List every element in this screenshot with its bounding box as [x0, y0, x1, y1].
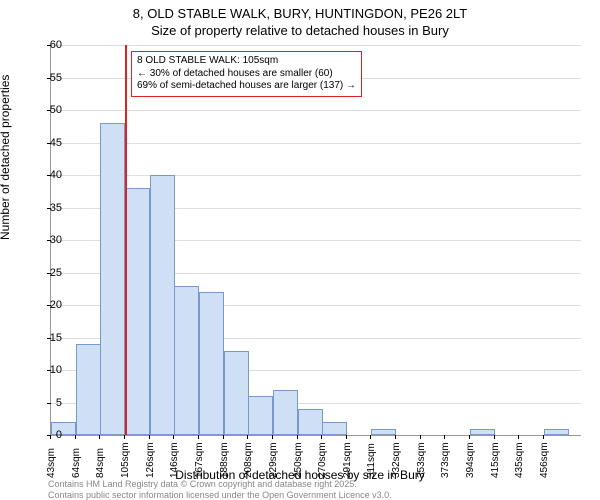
title-line-1: 8, OLD STABLE WALK, BURY, HUNTINGDON, PE… — [0, 6, 600, 21]
x-tick-label: 43sqm — [50, 410, 61, 440]
x-tick-label: 456sqm — [543, 404, 554, 440]
y-tick-label: 55 — [37, 72, 62, 84]
x-tick-label: 373sqm — [444, 404, 455, 440]
x-tick-label: 146sqm — [173, 404, 184, 440]
chart-plot-area: 8 OLD STABLE WALK: 105sqm← 30% of detach… — [50, 45, 581, 436]
x-tick-label: 311sqm — [370, 405, 381, 440]
callout-line3: 69% of semi-detached houses are larger (… — [137, 80, 356, 93]
gridline-h — [51, 45, 581, 46]
x-tick-label: 167sqm — [198, 404, 209, 440]
x-tick-label: 332sqm — [395, 404, 406, 440]
x-tick-label: 415sqm — [494, 404, 505, 440]
x-tick-label: 64sqm — [75, 410, 86, 440]
x-tick-label: 250sqm — [297, 404, 308, 440]
x-tick-label: 353sqm — [420, 404, 431, 440]
y-tick-label: 30 — [37, 234, 62, 246]
y-tick-label: 40 — [37, 169, 62, 181]
x-tick-label: 188sqm — [223, 404, 234, 440]
callout-box: 8 OLD STABLE WALK: 105sqm← 30% of detach… — [131, 51, 362, 97]
footer-attribution: Contains HM Land Registry data © Crown c… — [48, 479, 392, 500]
chart-container: 8, OLD STABLE WALK, BURY, HUNTINGDON, PE… — [0, 0, 600, 500]
histogram-bar — [150, 175, 175, 435]
footer-line-1: Contains HM Land Registry data © Crown c… — [48, 479, 392, 489]
x-tick-label: 291sqm — [346, 404, 357, 440]
callout-line2: ← 30% of detached houses are smaller (60… — [137, 68, 356, 81]
histogram-bar — [125, 188, 150, 435]
x-tick-label: 105sqm — [124, 404, 135, 440]
y-tick-label: 25 — [37, 267, 62, 279]
y-tick-label: 10 — [37, 364, 62, 376]
x-tick-label: 270sqm — [321, 404, 332, 440]
x-tick-label: 435sqm — [518, 404, 529, 440]
title-line-2: Size of property relative to detached ho… — [0, 23, 600, 38]
x-tick-label: 84sqm — [99, 410, 110, 440]
x-tick-label: 126sqm — [149, 404, 160, 440]
gridline-h — [51, 175, 581, 176]
x-tick-label: 394sqm — [469, 404, 480, 440]
y-tick-label: 50 — [37, 104, 62, 116]
gridline-h — [51, 143, 581, 144]
y-tick-label: 20 — [37, 299, 62, 311]
histogram-bar — [100, 123, 125, 435]
marker-line — [125, 45, 127, 435]
y-tick-label: 5 — [37, 397, 62, 409]
y-axis-label: Number of detached properties — [0, 75, 12, 240]
y-tick-label: 35 — [37, 202, 62, 214]
x-tick-label: 229sqm — [272, 404, 283, 440]
x-tick-label: 208sqm — [247, 404, 258, 440]
footer-line-2: Contains public sector information licen… — [48, 490, 392, 500]
y-tick-label: 15 — [37, 332, 62, 344]
y-tick-label: 45 — [37, 137, 62, 149]
y-tick-label: 60 — [37, 39, 62, 51]
callout-line1: 8 OLD STABLE WALK: 105sqm — [137, 55, 356, 68]
gridline-h — [51, 110, 581, 111]
